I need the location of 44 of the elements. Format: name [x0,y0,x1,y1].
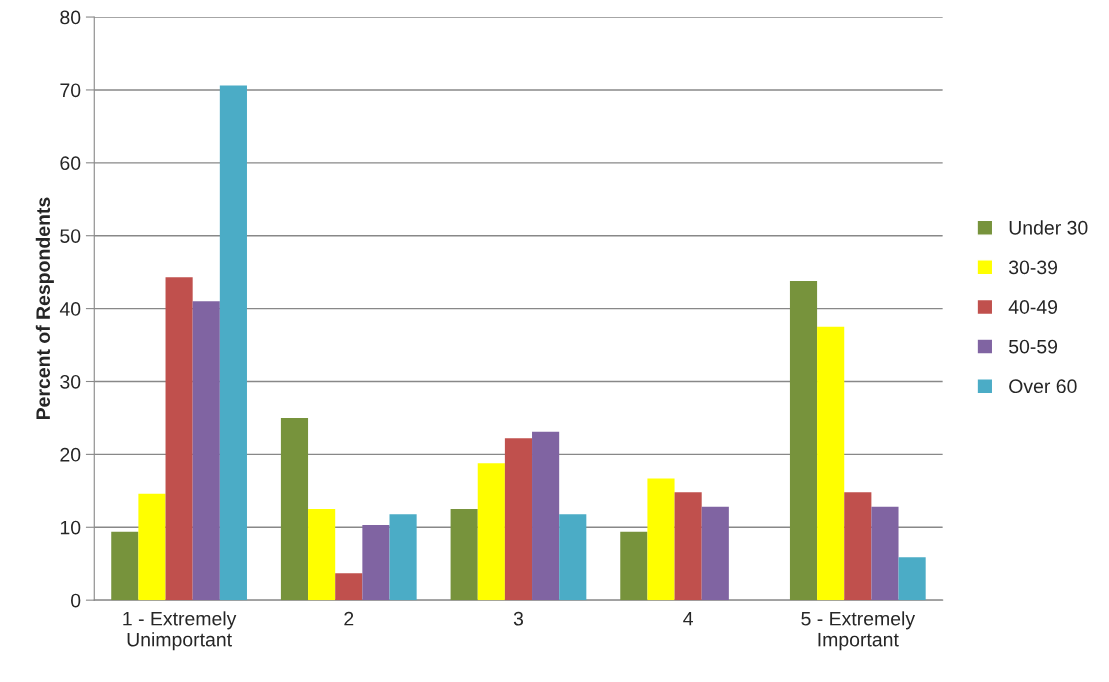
bar [844,492,872,601]
legend-label: Over 60 [1009,379,1077,394]
x-tick-label: 5 - Extremely Important [801,611,916,651]
bar [477,463,505,601]
y-tick-label: 30 [60,374,81,389]
y-tick-label: 10 [60,520,81,535]
bar [620,531,648,601]
bar [817,326,845,601]
bar [450,509,478,601]
legend-label: 30-39 [1008,260,1058,275]
x-tick-label: 3 [513,611,524,626]
bar [111,531,139,601]
legend-label: 40-49 [1008,300,1058,314]
bar [389,514,417,601]
bar [532,431,560,601]
bar [674,492,702,601]
y-tick-label: 60 [60,156,81,171]
x-tick-label: 1 - Extremely Unimportant [123,611,237,651]
bar [701,506,729,601]
legend-label: Under 30 [1009,220,1088,235]
bar [219,85,247,601]
bar [165,277,193,601]
y-tick-label: 40 [59,302,81,316]
x-tick-label: 4 [683,611,693,626]
bar [280,417,309,601]
bar [504,438,533,601]
y-tick-label: 80 [60,10,81,25]
bar [898,557,926,601]
bar [192,301,220,601]
bar [362,525,390,601]
y-tick-label: 50 [60,229,81,243]
bar [789,280,818,601]
bar [647,478,675,601]
y-tick-label: 20 [60,447,81,462]
bar [335,573,363,601]
y-tick-label: 0 [71,593,81,608]
legend-label: 50-59 [1009,339,1058,354]
bar [308,509,336,601]
bar [559,514,587,601]
bar [138,493,166,601]
y-tick-label: 70 [60,83,81,98]
bar [871,506,899,601]
x-tick-label: 2 [344,611,354,626]
y-axis-title: Percent of Respondents [35,197,54,420]
